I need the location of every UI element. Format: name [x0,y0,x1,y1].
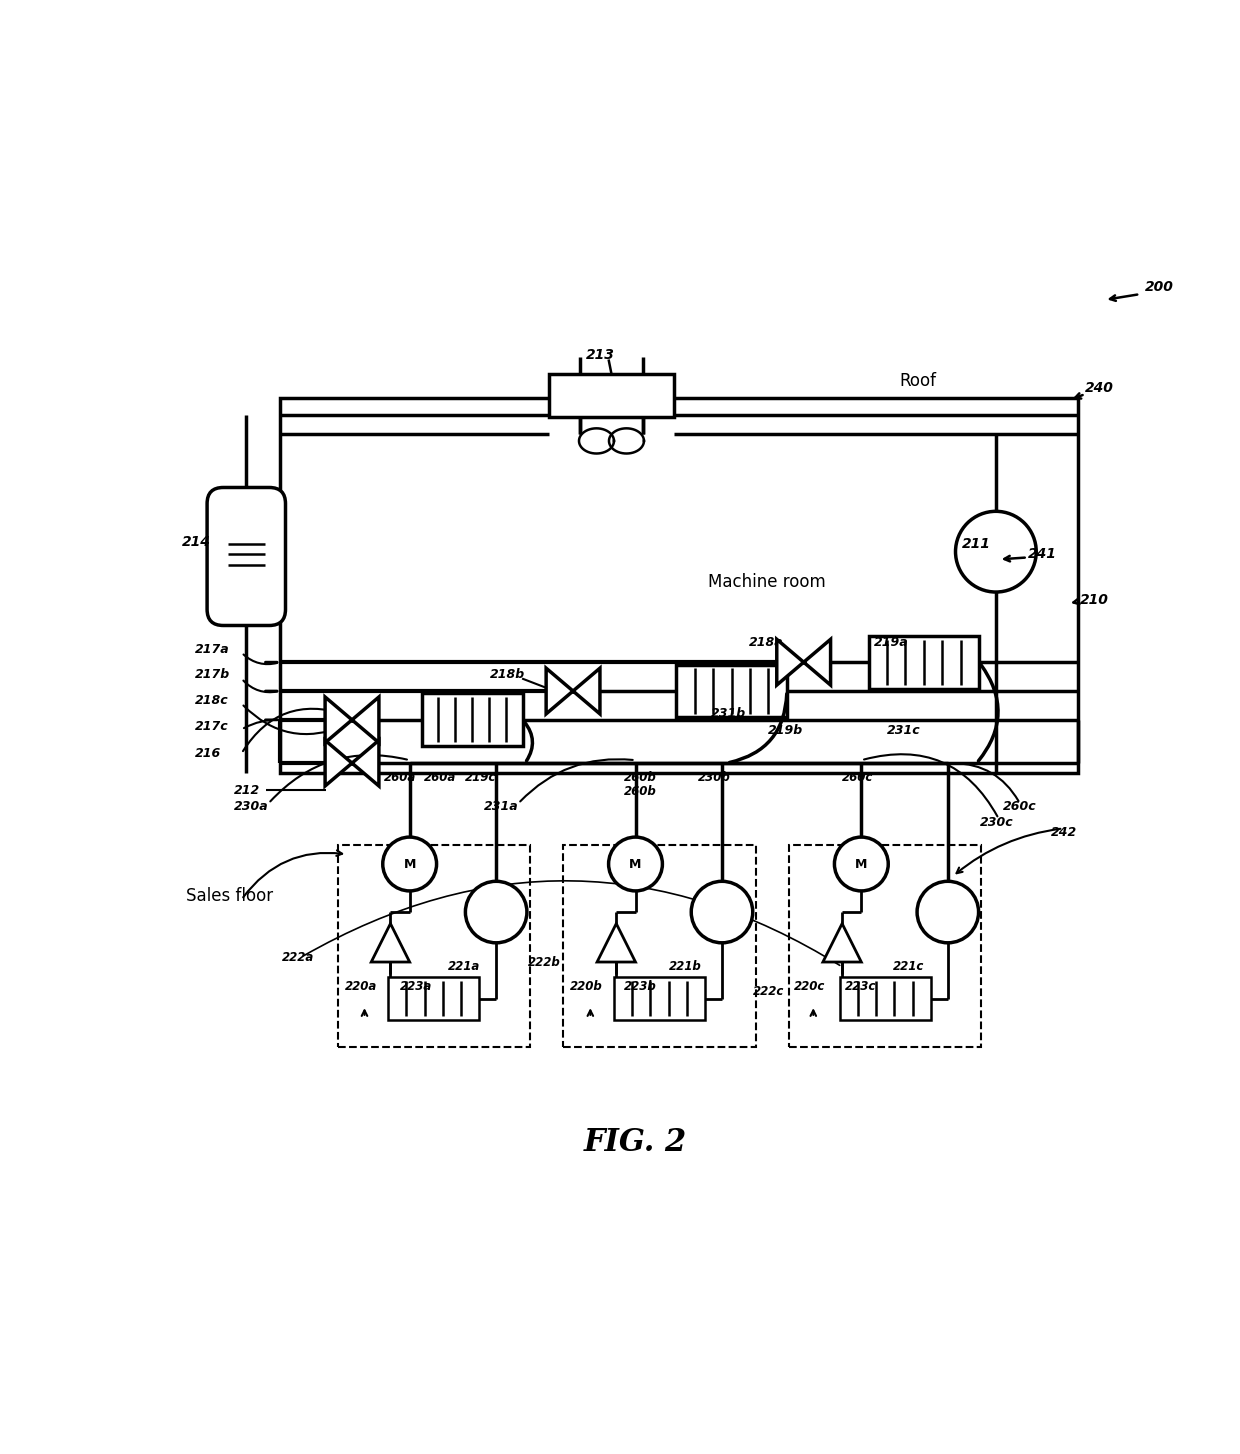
Polygon shape [325,696,352,743]
Bar [280,398,1078,772]
Text: 217a: 217a [196,643,229,656]
Text: 218a: 218a [749,637,784,650]
Polygon shape [804,640,831,685]
Text: FIG. 2: FIG. 2 [584,1127,687,1159]
Text: 221b: 221b [670,960,702,973]
Text: 222a: 222a [281,951,314,964]
Circle shape [918,881,978,942]
Text: 217c: 217c [196,720,229,733]
Polygon shape [596,923,635,963]
Text: 222b: 222b [528,957,560,970]
Bar [563,845,755,1047]
Bar [614,977,706,1021]
Text: M: M [630,858,641,871]
Text: 200: 200 [1145,281,1174,294]
Text: 231c: 231c [888,724,921,737]
Polygon shape [546,669,573,714]
Text: 260b: 260b [624,785,657,798]
Text: 230c: 230c [980,816,1013,829]
Text: 217b: 217b [196,669,231,680]
Text: 223b: 223b [624,980,657,993]
Text: 221a: 221a [448,960,480,973]
Text: 260c: 260c [1003,800,1037,813]
Text: 222c: 222c [753,986,784,999]
Text: 210: 210 [1080,593,1109,606]
Text: 223c: 223c [844,980,877,993]
Bar [676,664,787,717]
Polygon shape [776,640,804,685]
Text: 260a: 260a [424,771,456,784]
Text: 230a: 230a [234,800,268,813]
Text: 219c: 219c [465,771,496,784]
Text: 213: 213 [585,348,614,362]
Text: 260c: 260c [842,771,873,784]
Bar [388,977,480,1021]
Bar [422,694,522,746]
Text: Sales floor: Sales floor [186,887,273,904]
Text: Roof: Roof [900,372,936,390]
Polygon shape [352,740,379,787]
Polygon shape [823,923,862,963]
Polygon shape [325,740,352,787]
Text: M: M [403,858,415,871]
Bar [789,845,982,1047]
Text: 219a: 219a [874,637,909,650]
Polygon shape [371,923,409,963]
Text: 230b: 230b [698,771,730,784]
Text: Machine room: Machine room [708,573,826,592]
Text: 231a: 231a [484,800,518,813]
Text: 216: 216 [196,747,222,760]
Text: 260a: 260a [383,771,415,784]
Circle shape [383,838,436,891]
Circle shape [835,838,888,891]
Circle shape [956,512,1037,592]
Text: 218b: 218b [490,669,525,680]
Circle shape [465,881,527,942]
Bar [549,374,675,417]
FancyBboxPatch shape [207,487,285,625]
Bar [868,635,980,689]
Bar [337,845,529,1047]
Text: 211: 211 [962,537,991,551]
Polygon shape [573,669,600,714]
Text: 220a: 220a [345,980,377,993]
Circle shape [691,881,753,942]
Text: 212: 212 [234,784,260,797]
Text: 220b: 220b [570,980,603,993]
Circle shape [609,838,662,891]
Text: 221c: 221c [893,960,925,973]
Text: 223a: 223a [401,980,433,993]
Text: M: M [856,858,868,871]
Bar [839,977,931,1021]
Text: 220c: 220c [794,980,826,993]
Polygon shape [352,696,379,743]
Text: 240: 240 [1085,381,1114,395]
Text: 231b: 231b [711,707,745,720]
Text: 214: 214 [182,535,211,550]
Text: 219b: 219b [768,724,804,737]
Text: 260b: 260b [624,771,657,784]
Text: 241: 241 [1028,547,1056,561]
Text: 242: 242 [1050,826,1076,839]
Text: 218c: 218c [196,694,229,707]
